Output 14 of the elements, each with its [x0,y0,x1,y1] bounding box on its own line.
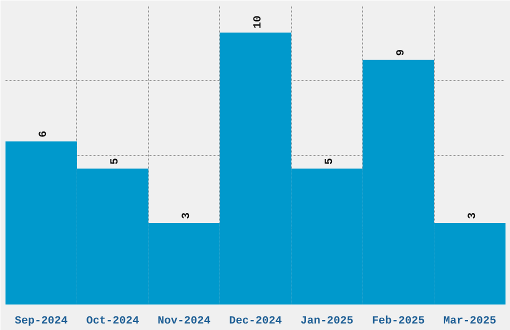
data-label: 10 [252,15,264,29]
x-tick-label: Dec-2024 [229,316,282,328]
x-tick-label: Jan-2025 [300,316,354,328]
data-label: 9 [395,49,408,56]
data-label: 5 [324,158,336,165]
data-label: 6 [38,130,50,138]
data-label: 3 [466,212,479,219]
data-label: 3 [181,212,194,219]
x-tick-label: Feb-2025 [372,316,426,328]
x-tick-label: Nov-2024 [158,316,211,328]
x-tick-label: Mar-2025 [443,316,497,328]
data-label: 5 [110,158,122,165]
x-tick-label: Oct-2024 [86,316,140,328]
x-tick-label: Sep-2024 [14,316,68,328]
